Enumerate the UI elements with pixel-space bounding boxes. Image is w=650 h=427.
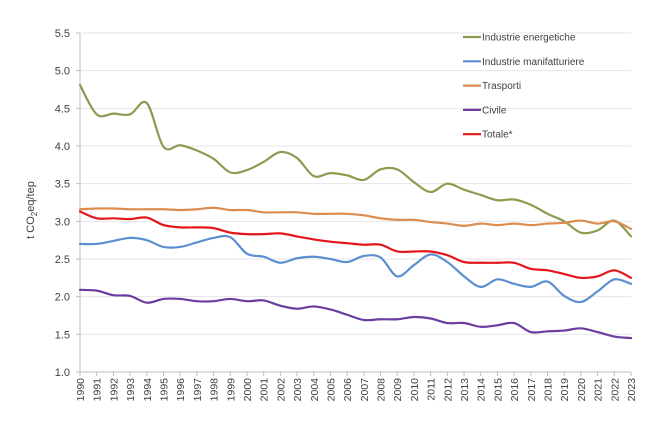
legend-item: Civile xyxy=(463,105,507,116)
y-tick-label: 5.5 xyxy=(55,28,70,40)
y-axis-label-sub: 2 xyxy=(30,211,39,216)
y-tick-label: 4.0 xyxy=(55,141,70,153)
y-tick-label: 2.0 xyxy=(55,292,70,304)
x-tick-label: 2003 xyxy=(292,378,304,402)
legend-label: Totale* xyxy=(482,130,513,141)
y-tick-label: 1.5 xyxy=(55,329,70,341)
x-axis-ticks: 1990 1991 1992 1993 1994 1995 1996 1997 1998 1999… xyxy=(75,372,638,401)
x-tick-label: 2005 xyxy=(325,378,337,402)
x-tick-label: 1997 xyxy=(192,378,204,402)
series-line-industrie-manifatturiere xyxy=(78,234,633,304)
x-tick-label: 2021 xyxy=(593,378,605,402)
x-tick-label: 2001 xyxy=(259,378,271,402)
legend-item: Trasporti xyxy=(463,81,521,92)
x-tick-label: 2016 xyxy=(509,378,521,402)
y-tick-label: 5.0 xyxy=(55,66,70,78)
x-tick-label: 2023 xyxy=(626,378,638,402)
y-axis-label-pre: t CO xyxy=(25,216,37,239)
x-tick-label: 2010 xyxy=(409,378,421,402)
x-tick-label: 2008 xyxy=(376,378,388,402)
x-tick-label: 2011 xyxy=(426,378,438,401)
x-tick-label: 2020 xyxy=(576,378,588,402)
y-tick-label: 3.0 xyxy=(55,216,70,228)
x-tick-label: 2022 xyxy=(609,378,621,402)
x-tick-label: 1993 xyxy=(125,378,137,402)
x-tick-label: 1995 xyxy=(158,378,170,402)
legend-label: Trasporti xyxy=(482,81,521,92)
series-line-trasporti xyxy=(78,206,633,230)
x-tick-label: 2018 xyxy=(543,378,555,402)
series-line-industrie-energetiche xyxy=(78,83,633,238)
legend-label: Industrie manifatturiere xyxy=(482,57,585,68)
axes xyxy=(79,33,631,373)
series-line-civile xyxy=(78,288,633,340)
legend-item: Industrie manifatturiere xyxy=(463,57,585,68)
y-axis-label: t CO2eq/tep xyxy=(25,181,39,239)
x-tick-label: 2002 xyxy=(275,378,287,402)
x-tick-label: 2014 xyxy=(476,378,488,402)
x-tick-label: 1992 xyxy=(108,378,120,402)
x-tick-label: 1999 xyxy=(225,378,237,402)
legend-label: Civile xyxy=(482,105,507,116)
x-tick-label: 2000 xyxy=(242,378,254,402)
y-tick-label: 3.5 xyxy=(55,179,70,191)
y-tick-label: 4.5 xyxy=(55,103,70,115)
x-tick-label: 1990 xyxy=(75,378,87,402)
legend-label: Industrie energetiche xyxy=(482,33,576,44)
x-tick-label: 2019 xyxy=(559,378,571,402)
series-line-totale xyxy=(78,210,633,280)
x-tick-label: 2007 xyxy=(359,378,371,402)
legend-item: Totale* xyxy=(463,130,513,141)
x-tick-label: 1998 xyxy=(209,378,221,402)
x-tick-label: 2017 xyxy=(526,378,538,402)
legend-item: Industrie energetiche xyxy=(463,33,576,44)
y-tick-label: 1.0 xyxy=(55,367,70,379)
x-tick-label: 2004 xyxy=(309,378,321,402)
x-tick-label: 1994 xyxy=(142,378,154,402)
x-tick-label: 2006 xyxy=(342,378,354,402)
x-tick-label: 2009 xyxy=(392,378,404,402)
gridlines xyxy=(80,32,631,335)
y-axis-ticks: 1.0 1.5 2.0 2.5 3.0 3.5 4.0 4.5 5.0 5.5 xyxy=(55,28,80,379)
x-tick-label: 2012 xyxy=(442,378,454,402)
y-axis-label-post: eq/tep xyxy=(25,181,37,212)
x-tick-label: 2013 xyxy=(459,378,471,402)
series-lines xyxy=(78,83,633,340)
x-tick-label: 1996 xyxy=(175,378,187,402)
x-tick-label: 2015 xyxy=(492,378,504,402)
x-tick-label: 1991 xyxy=(92,378,104,402)
y-tick-label: 2.5 xyxy=(55,254,70,266)
legend: Industrie energetiche Industrie manifattu… xyxy=(463,33,585,141)
